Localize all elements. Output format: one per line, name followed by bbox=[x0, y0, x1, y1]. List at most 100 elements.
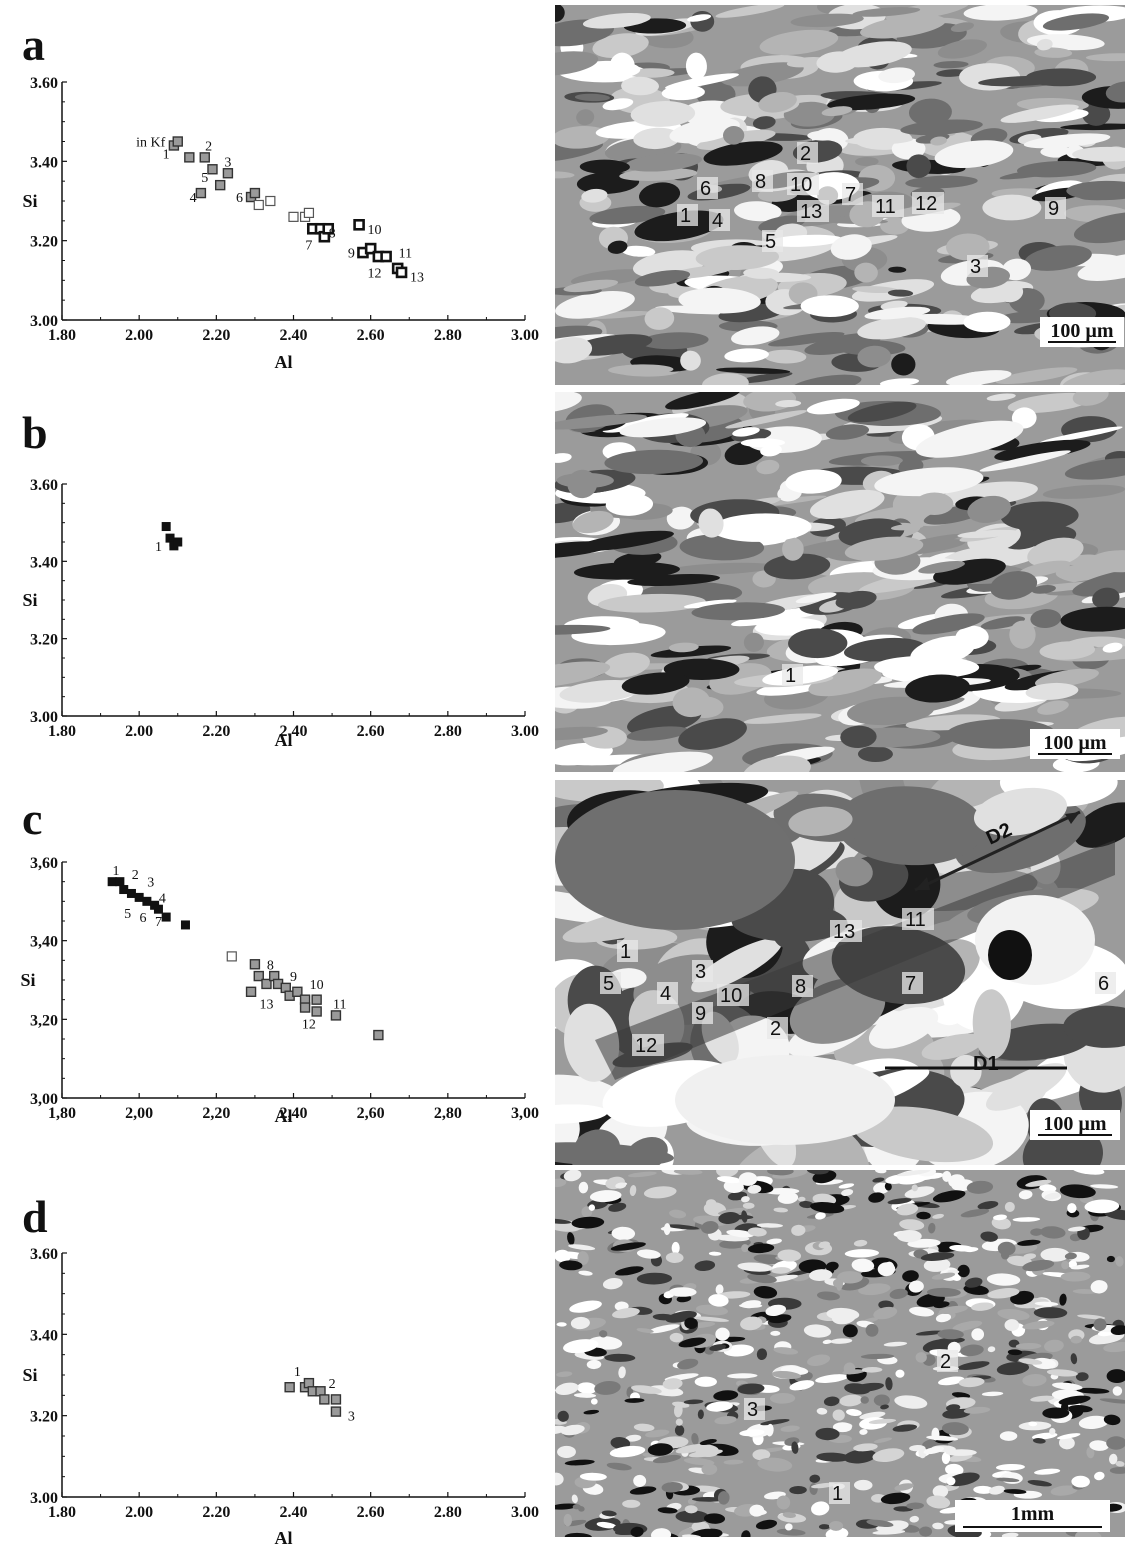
mineral-grain bbox=[764, 349, 807, 364]
data-point bbox=[180, 920, 190, 930]
mineral-grain bbox=[747, 1227, 767, 1237]
mineral-label-bg bbox=[830, 920, 862, 942]
mineral-grain bbox=[919, 1526, 933, 1537]
mineral-label: 4 bbox=[712, 210, 723, 232]
mineral-grain bbox=[776, 1495, 791, 1510]
mineral-grain bbox=[568, 1244, 596, 1251]
mineral-grain bbox=[1044, 1192, 1061, 1200]
mineral-grain bbox=[633, 127, 681, 150]
mineral-grain bbox=[695, 1304, 728, 1316]
mineral-grain bbox=[1106, 1436, 1125, 1450]
mineral-grain bbox=[663, 1223, 671, 1236]
mineral-grain bbox=[563, 1170, 582, 1182]
mineral-grain bbox=[859, 1411, 886, 1420]
y-tick-label: 3.00 bbox=[30, 1490, 58, 1507]
mineral-label-bg bbox=[600, 972, 621, 994]
mineral-grain bbox=[895, 1369, 905, 1378]
mineral-grain bbox=[724, 348, 769, 363]
mineral-grain bbox=[683, 1457, 715, 1466]
point-label: 13 bbox=[259, 998, 273, 1013]
mineral-grain bbox=[758, 92, 797, 113]
chart-b: 1.80 2.00 2.20 2.40 2.60 2.80 3.00 3.00 3.20 3.40… bbox=[22, 477, 539, 750]
mineral-grain bbox=[760, 1419, 790, 1426]
mineral-grain bbox=[1058, 1395, 1091, 1405]
mineral-grain bbox=[951, 1392, 971, 1399]
mineral-grain bbox=[908, 1280, 924, 1293]
mineral-grain bbox=[731, 902, 848, 942]
mineral-grain bbox=[887, 1198, 912, 1205]
mineral-grain bbox=[641, 332, 709, 350]
mineral-grain bbox=[596, 1521, 617, 1529]
mineral-grain bbox=[723, 126, 745, 145]
mineral-grain bbox=[563, 1513, 573, 1527]
mineral-grain bbox=[747, 1184, 762, 1194]
point-label: 10 bbox=[310, 978, 324, 993]
mineral-grain bbox=[709, 1344, 726, 1352]
mineral-grain bbox=[963, 1406, 991, 1414]
mineral-grain bbox=[555, 414, 647, 430]
point-label: 4 bbox=[159, 891, 166, 906]
mineral-grain bbox=[645, 1429, 670, 1438]
mineral-grain bbox=[1007, 1349, 1023, 1356]
data-point bbox=[199, 152, 210, 163]
mineral-grain bbox=[556, 1322, 567, 1327]
mineral-grain bbox=[771, 1370, 802, 1380]
mineral-grain bbox=[665, 392, 741, 410]
mineral-grain bbox=[661, 85, 705, 101]
mineral-grain bbox=[828, 1520, 844, 1531]
mineral-grain bbox=[843, 1449, 877, 1464]
mineral-grain bbox=[769, 1392, 796, 1404]
mineral-grain bbox=[933, 61, 969, 69]
mineral-grain bbox=[857, 746, 893, 763]
mineral-grain bbox=[1052, 1382, 1083, 1391]
mineral-grain bbox=[555, 1472, 564, 1486]
mineral-grain bbox=[816, 1407, 828, 1415]
mineral-grain bbox=[555, 291, 635, 319]
mineral-grain bbox=[1000, 1250, 1010, 1260]
mineral-grain bbox=[590, 1398, 598, 1405]
mineral-grain bbox=[609, 52, 635, 81]
mineral-grain bbox=[811, 1127, 870, 1165]
mineral-grain bbox=[872, 1529, 906, 1535]
mineral-grain bbox=[853, 1239, 868, 1247]
mineral-grain bbox=[835, 41, 912, 68]
mineral-label-bg bbox=[632, 1034, 664, 1056]
mineral-grain bbox=[555, 1178, 567, 1188]
large-grain bbox=[675, 1055, 895, 1145]
mineral-grain bbox=[567, 469, 598, 499]
mineral-grain bbox=[1115, 1256, 1124, 1267]
mineral-grain bbox=[741, 1210, 748, 1223]
data-point bbox=[364, 242, 377, 255]
mineral-grain bbox=[1066, 180, 1125, 201]
mineral-grain bbox=[650, 645, 732, 658]
mineral-grain bbox=[847, 401, 917, 423]
mineral-grain bbox=[845, 135, 914, 145]
mineral-grain bbox=[634, 270, 691, 287]
mineral-label-bg bbox=[1045, 197, 1066, 219]
mineral-grain bbox=[937, 1329, 964, 1340]
mineral-grain bbox=[759, 29, 839, 56]
mineral-grain bbox=[842, 1324, 858, 1338]
mineral-grain bbox=[1085, 53, 1125, 62]
data-point bbox=[299, 1002, 311, 1013]
mineral-grain bbox=[743, 713, 822, 724]
mineral-grain bbox=[691, 1496, 726, 1502]
point-label: 11 bbox=[399, 247, 412, 262]
mineral-grain bbox=[1046, 1369, 1078, 1377]
data-point bbox=[126, 888, 136, 898]
mineral-grain bbox=[619, 417, 707, 438]
data-point bbox=[292, 986, 303, 998]
mineral-grain bbox=[809, 1474, 821, 1483]
mineral-label-bg bbox=[797, 142, 818, 164]
mineral-grain bbox=[916, 1211, 931, 1220]
data-point bbox=[184, 152, 195, 163]
mineral-grain bbox=[1039, 1184, 1057, 1193]
mineral-grain bbox=[555, 1425, 567, 1435]
mineral-grain bbox=[822, 1339, 832, 1345]
x-tick-label: 2.40 bbox=[280, 327, 308, 344]
mineral-grain bbox=[569, 1300, 602, 1313]
mineral-grain bbox=[571, 1216, 605, 1229]
mineral-grain bbox=[999, 1431, 1018, 1441]
mineral-grain bbox=[963, 311, 1011, 333]
y-tick-label: 3.60 bbox=[30, 1246, 58, 1263]
